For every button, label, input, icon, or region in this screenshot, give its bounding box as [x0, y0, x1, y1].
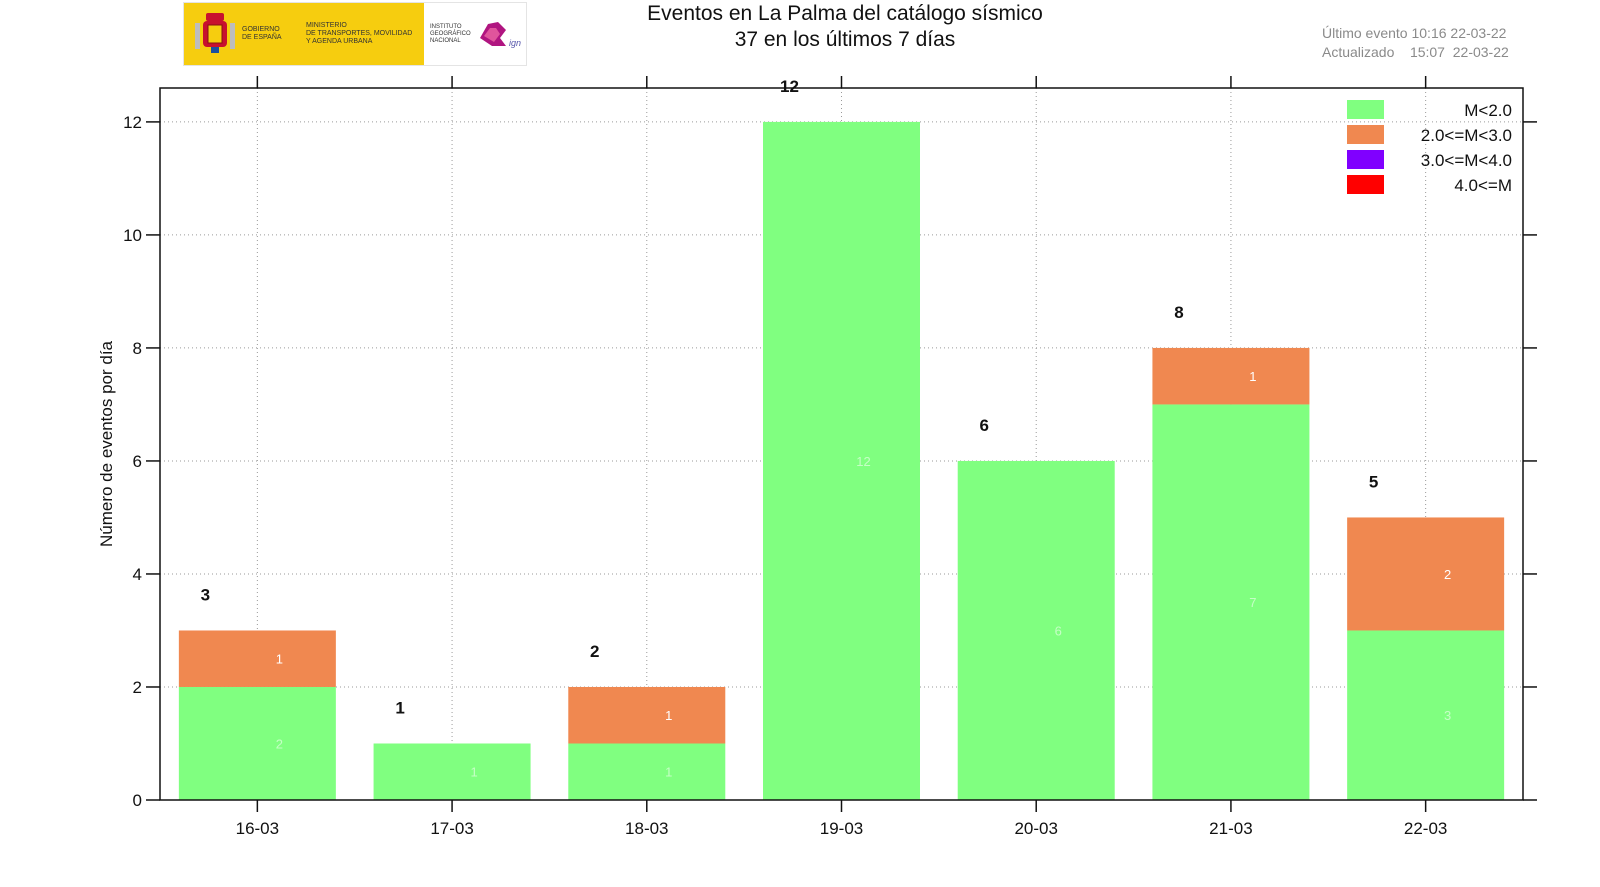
segment-value-label: 2 [276, 736, 283, 751]
segment-value-label: 1 [665, 708, 672, 723]
y-tick-label: 2 [133, 678, 142, 697]
x-tick-label: 19-03 [820, 819, 863, 838]
ministerio-text: MINISTERIO DE TRANSPORTES, MOVILIDAD Y A… [306, 22, 413, 45]
bar-segment [763, 121, 920, 800]
y-tick-label: 8 [133, 339, 142, 358]
y-tick-label: 12 [123, 113, 142, 132]
bar-total-label: 8 [1174, 303, 1183, 322]
segment-value-label: 6 [1055, 623, 1062, 638]
gobierno-logo: GOBIERNO DE ESPAÑA MINISTERIO DE TRANSPO… [184, 3, 424, 65]
y-tick-label: 4 [133, 565, 142, 584]
legend-swatch [1347, 100, 1384, 119]
bar-segment [1152, 404, 1310, 800]
x-tick-label: 20-03 [1014, 819, 1057, 838]
ign-mark: ign [509, 38, 521, 48]
chart-title: Eventos en La Palma del catálogo sísmico [647, 2, 1043, 25]
segment-value-label: 3 [1444, 708, 1451, 723]
bar-segment [1347, 630, 1505, 800]
segment-value-label: 2 [1444, 567, 1451, 582]
x-tick-label: 17-03 [430, 819, 473, 838]
bar-total-label: 12 [780, 77, 799, 96]
coat-of-arms-icon [195, 13, 235, 53]
segment-value-label: 12 [856, 454, 870, 469]
bar-total-label: 2 [590, 642, 599, 661]
bar-total-label: 6 [979, 416, 988, 435]
chart-subtitle: 37 en los últimos 7 días [734, 28, 956, 51]
segment-value-label: 7 [1249, 595, 1256, 610]
bar-total-label: 5 [1369, 472, 1378, 491]
segment-value-label: 1 [276, 652, 283, 667]
gobierno-text: GOBIERNO DE ESPAÑA [242, 26, 282, 41]
y-tick-label: 6 [133, 452, 142, 471]
legend-swatch [1347, 150, 1384, 169]
bar-total-label: 3 [201, 585, 210, 604]
segment-value-label: 1 [1249, 369, 1256, 384]
bar-segment [568, 743, 726, 800]
last-event-text: Último evento 10:16 22-03-22 [1322, 25, 1507, 41]
x-tick-label: 16-03 [236, 819, 279, 838]
legend-label: 3.0<=M<4.0 [1421, 151, 1512, 170]
bar-segment [568, 686, 726, 744]
instituto-text: INSTITUTO GEOGRÁFICO NACIONAL [430, 23, 471, 44]
segment-value-label: 1 [665, 765, 672, 780]
bar-segment [178, 686, 336, 800]
x-tick-label: 18-03 [625, 819, 668, 838]
bar-total-label: 1 [395, 698, 404, 717]
y-axis-label: Número de eventos por día [97, 340, 116, 547]
x-tick-label: 22-03 [1404, 819, 1447, 838]
y-tick-label: 10 [123, 226, 142, 245]
x-tick-label: 21-03 [1209, 819, 1252, 838]
legend-label: 4.0<=M [1454, 176, 1512, 195]
bar-segment [1347, 517, 1505, 631]
legend-label: M<2.0 [1464, 101, 1512, 120]
ign-logo: INSTITUTO GEOGRÁFICO NACIONAL ign [424, 3, 526, 65]
bar-segment [178, 630, 336, 687]
legend-label: 2.0<=M<3.0 [1421, 126, 1512, 145]
bar-segment [373, 743, 531, 800]
updated-text: Actualizado 15:07 22-03-22 [1322, 44, 1509, 60]
legend-swatch [1347, 175, 1384, 194]
ign-emblem-icon: ign [480, 22, 521, 48]
segment-value-label: 1 [470, 765, 477, 780]
organization-logos: GOBIERNO DE ESPAÑA MINISTERIO DE TRANSPO… [183, 2, 527, 66]
bar-segment [957, 460, 1115, 800]
legend-swatch [1347, 125, 1384, 144]
bar-segment [1152, 347, 1310, 405]
y-tick-label: 0 [133, 791, 142, 810]
